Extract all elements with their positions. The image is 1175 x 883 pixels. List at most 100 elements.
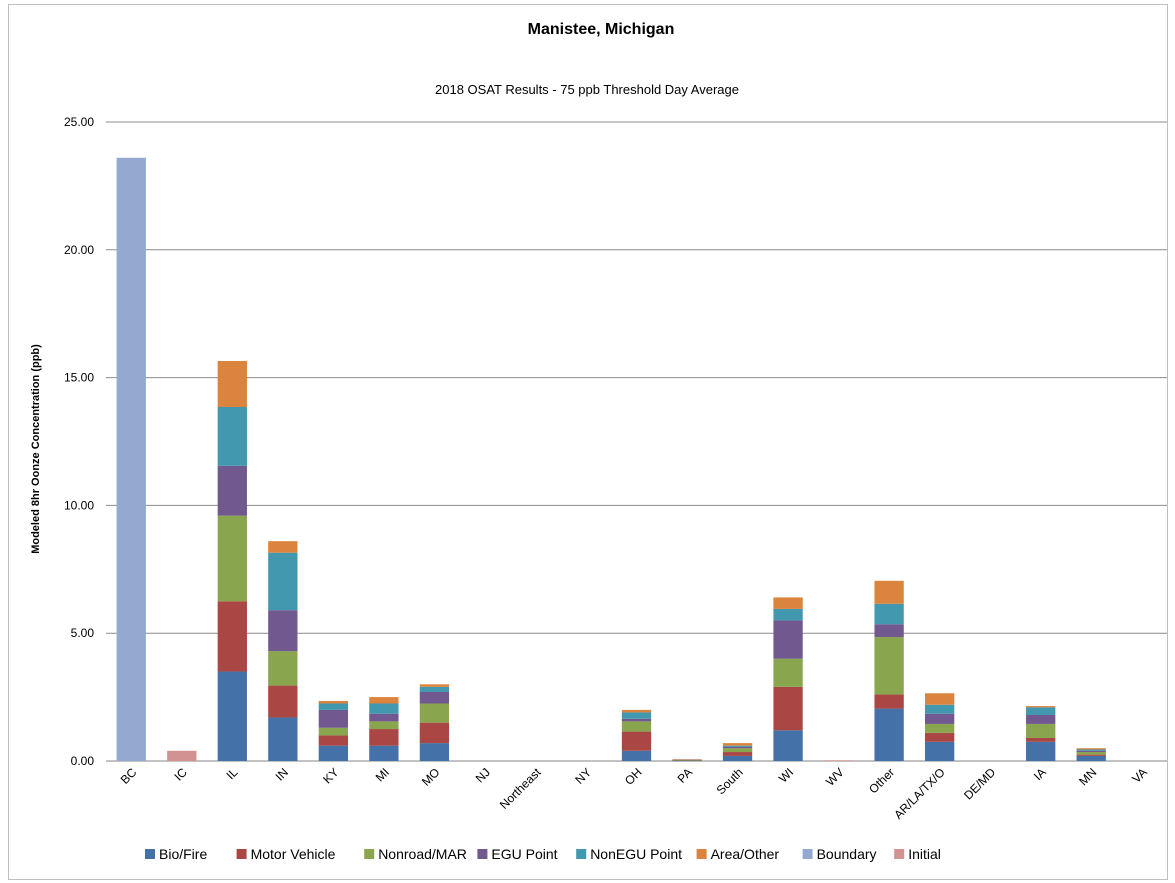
bar-segment	[672, 758, 702, 760]
chart-subtitle: 2018 OSAT Results - 75 ppb Threshold Day…	[435, 82, 739, 97]
legend-item: Nonroad/MAR	[364, 846, 467, 862]
x-tick-label: MO	[419, 765, 443, 789]
x-tick-label: Other	[866, 765, 897, 796]
bar-segment	[268, 651, 298, 686]
legend-swatch	[145, 849, 155, 859]
legend-label: NonEGU Point	[590, 846, 682, 862]
bar-segment	[621, 709, 652, 713]
bar-segment	[1026, 707, 1056, 715]
bar-segment	[369, 713, 399, 722]
bar-segment	[621, 721, 652, 732]
x-tick-label: IC	[172, 765, 191, 784]
x-tick-label: South	[714, 765, 746, 797]
chart-title: Manistee, Michigan	[528, 21, 675, 38]
bar-segment	[369, 703, 399, 714]
legend-swatch	[576, 849, 587, 859]
bar-segment	[773, 608, 803, 621]
x-tick-label: IL	[223, 765, 240, 782]
x-tick-label: DE/MD	[961, 765, 998, 802]
bar-segment	[217, 671, 247, 761]
bar-segment	[672, 759, 702, 761]
bar-segment	[268, 610, 298, 652]
y-tick-label: 5.00	[71, 626, 95, 640]
bar-segment	[924, 713, 955, 724]
bar-segment	[268, 552, 298, 611]
bar-segment	[419, 703, 450, 723]
legend-item: Boundary	[802, 846, 877, 862]
bar-segment	[1076, 752, 1106, 755]
bar-segment	[924, 732, 955, 742]
y-tick-labels: 0.00 5.00 10.00 15.00 20.00 25.00	[64, 115, 94, 768]
legend-label: Bio/Fire	[159, 846, 207, 862]
x-tick-label: PA	[675, 765, 696, 786]
legend-item: Motor Vehicle	[236, 846, 336, 862]
chart-frame: Manistee, Michigan 2018 OSAT Results - 7…	[8, 4, 1168, 880]
y-tick-label: 0.00	[71, 754, 95, 768]
bar-segment	[1026, 737, 1056, 742]
x-tick-label: Northeast	[497, 765, 544, 812]
bar-segment	[419, 684, 450, 687]
y-tick-label: 25.00	[64, 115, 94, 129]
x-tick-label: BC	[118, 765, 140, 787]
bar-segment	[874, 694, 904, 709]
legend-item: EGU Point	[477, 846, 558, 862]
bar-segment	[874, 637, 904, 695]
bar-segment	[217, 465, 247, 516]
bar-segment	[672, 760, 702, 762]
bar-segment	[773, 620, 803, 659]
bar-segment	[1026, 714, 1056, 724]
bar-segment	[268, 717, 298, 761]
bar-segment	[167, 750, 197, 761]
bar-segment	[419, 691, 450, 704]
legend-item: Area/Other	[696, 846, 779, 862]
grid-layer	[106, 121, 1167, 762]
bar-segment	[318, 745, 349, 761]
bar-segment	[621, 718, 652, 722]
y-tick-label: 15.00	[64, 371, 94, 385]
bar-segment	[621, 712, 652, 719]
bar-segment	[773, 730, 803, 761]
bar-segment	[722, 752, 753, 756]
bar-segment	[217, 515, 247, 602]
bar-segment	[369, 745, 399, 761]
bar-segment	[116, 157, 146, 761]
legend-item: Bio/Fire	[145, 846, 207, 862]
bar-segment	[217, 601, 247, 672]
bar-segment	[773, 597, 803, 609]
legend-label: Nonroad/MAR	[378, 846, 467, 862]
bar-segment	[1026, 741, 1056, 761]
legend-label: Motor Vehicle	[251, 846, 336, 862]
bar-segment	[722, 746, 753, 749]
bar-segment	[1076, 749, 1106, 751]
bar-segment	[1076, 748, 1106, 750]
bar-segment	[722, 748, 753, 753]
legend-swatch	[802, 849, 813, 859]
legend-label: Boundary	[817, 846, 877, 862]
bar-segment	[874, 603, 904, 625]
legend-swatch	[477, 849, 488, 859]
legend-item: Initial	[894, 846, 941, 862]
legend-swatch	[364, 849, 375, 859]
bar-segment	[419, 686, 450, 692]
bar-segment	[268, 541, 298, 553]
bar-segment	[924, 741, 955, 761]
legend-swatch	[894, 849, 905, 859]
bar-segment	[874, 580, 904, 604]
bar-segment	[874, 708, 904, 761]
bar-segment	[318, 727, 349, 736]
bar-segment	[369, 697, 399, 704]
bar-segment	[1076, 755, 1106, 761]
bar-segment	[722, 743, 753, 746]
y-tick-label: 10.00	[64, 498, 94, 512]
chart-svg: Manistee, Michigan 2018 OSAT Results - 7…	[30, 21, 1167, 862]
bar-segment	[874, 624, 904, 638]
x-tick-label: MN	[1076, 765, 1099, 788]
bar-segment	[318, 709, 349, 728]
bar-segment	[924, 704, 955, 714]
legend-swatch	[696, 849, 707, 859]
x-tick-label: WI	[776, 765, 796, 785]
bar-segment	[621, 731, 652, 751]
bar-segment	[419, 722, 450, 744]
bar-segment	[722, 755, 753, 761]
bar-segment	[823, 760, 854, 762]
